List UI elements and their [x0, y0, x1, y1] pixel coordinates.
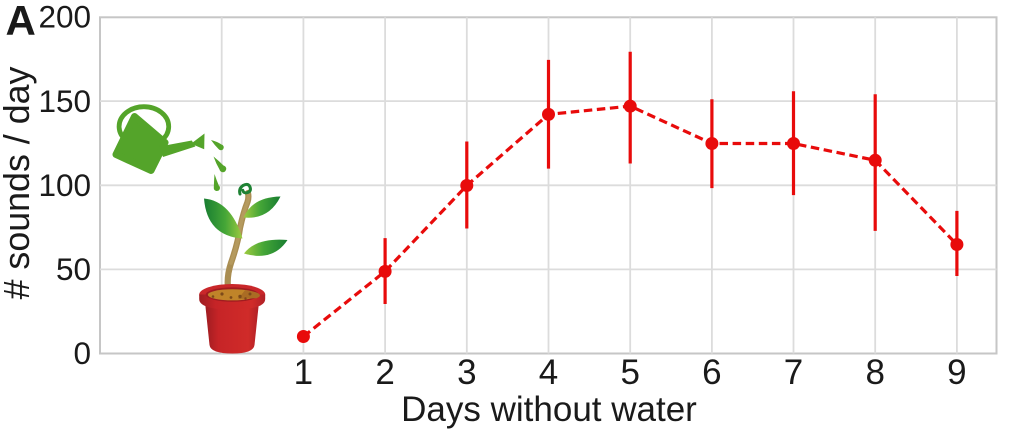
svg-text:1: 1: [294, 353, 313, 392]
svg-text:6: 6: [702, 353, 721, 392]
svg-text:# sounds / day: # sounds / day: [0, 66, 37, 299]
svg-text:7: 7: [784, 353, 803, 392]
svg-text:3: 3: [457, 353, 476, 392]
svg-text:4: 4: [539, 353, 558, 392]
svg-text:9: 9: [947, 353, 966, 392]
svg-text:Days without water: Days without water: [401, 390, 697, 429]
svg-text:150: 150: [38, 83, 91, 119]
svg-text:50: 50: [56, 251, 91, 287]
svg-text:100: 100: [38, 167, 91, 203]
svg-text:200: 200: [38, 0, 91, 35]
svg-text:A: A: [6, 0, 36, 44]
svg-text:2: 2: [375, 353, 394, 392]
svg-text:0: 0: [73, 335, 91, 371]
svg-text:5: 5: [620, 353, 639, 392]
svg-text:8: 8: [865, 353, 884, 392]
